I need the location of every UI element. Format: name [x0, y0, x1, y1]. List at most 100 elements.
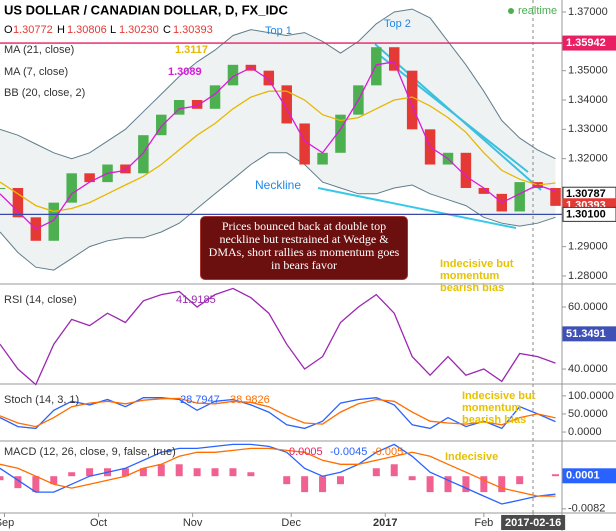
level-box: [562, 35, 616, 51]
candle: [48, 202, 60, 241]
histogram-bar: [14, 476, 22, 489]
ohlc-key: C: [163, 24, 171, 36]
ohlc-value: 1.30806: [67, 24, 107, 36]
bollinger-line: [0, 8, 556, 160]
y-tick-label: 1.28000: [568, 270, 608, 282]
candle: [12, 187, 24, 218]
y-tick-label: 1.37000: [568, 6, 608, 18]
indicator-title: MACD (12, 26, close, 9, false, true): [4, 446, 176, 458]
histogram-bar: [408, 476, 416, 481]
ohlc-value: 1.30393: [173, 24, 213, 36]
level-label: 51.3491: [566, 328, 606, 340]
histogram-bar: [211, 468, 219, 477]
y-tick-label: 0.0000: [568, 426, 602, 438]
histogram-bar: [498, 476, 506, 493]
ohlc-key: H: [57, 24, 65, 36]
x-tick-label: 2017-02-16: [505, 517, 561, 529]
annotation: Indecisive: [445, 451, 498, 463]
level-box: [562, 468, 616, 484]
candle: [227, 64, 239, 86]
level-label: 1.30100: [566, 208, 606, 220]
histogram-bar: [390, 464, 398, 477]
level-label: 1.35942: [566, 37, 606, 49]
x-tick-label: 2017: [373, 517, 397, 529]
candle: [388, 47, 400, 71]
x-tick-label: Dec: [281, 517, 301, 529]
x-tick-label: Oct: [90, 517, 107, 529]
level-box: [562, 326, 616, 342]
candle: [156, 114, 167, 136]
histogram-bar: [247, 472, 255, 477]
candle: [550, 187, 561, 206]
candle: [173, 100, 185, 115]
level-label: 0.0001: [566, 470, 600, 482]
candle: [209, 85, 221, 109]
histogram-bar: [319, 476, 327, 493]
y-tick-label: 1.34000: [568, 94, 608, 106]
x-tick-label: Sep: [0, 517, 14, 529]
candle: [335, 114, 346, 153]
x-tick-label: Feb: [474, 517, 493, 529]
histogram-bar: [121, 468, 129, 477]
y-tick-label: -0.0082: [568, 503, 605, 515]
indicator-value: 38.9826: [230, 394, 270, 406]
indicator-value: 0.0005: [289, 446, 323, 458]
histogram-bar: [480, 476, 488, 493]
candle: [66, 173, 77, 203]
bollinger-line: [0, 152, 556, 271]
legend-label: MA (7, close): [4, 66, 68, 78]
candle: [120, 164, 131, 174]
histogram-bar: [283, 476, 291, 485]
y-tick-label: 1.29000: [568, 241, 608, 253]
candle: [478, 187, 490, 194]
ohlc-value: 1.30772: [13, 24, 53, 36]
annotation: Top 1: [265, 25, 292, 37]
y-tick-label: 100.0000: [568, 390, 614, 402]
histogram-bar: [50, 476, 58, 485]
ohlc-key: L: [110, 24, 116, 36]
annotation: Indecisive but momentum bearish bias: [462, 390, 536, 426]
indicator-value: 28.7947: [180, 394, 220, 406]
indicator-title: RSI (14, close): [4, 294, 77, 306]
histogram-bar: [32, 476, 40, 493]
candle: [371, 47, 382, 86]
candle: [281, 85, 292, 124]
ohlc-value: 1.30230: [119, 24, 159, 36]
level-label: 1.30787: [566, 188, 606, 200]
x-tick-label: Nov: [183, 517, 203, 529]
histogram-bar: [157, 464, 165, 477]
legend-label: MA (21, close): [4, 44, 74, 56]
candle: [84, 173, 95, 183]
level-box: [562, 206, 616, 222]
histogram-bar: [229, 468, 237, 477]
status-dot: [508, 8, 514, 14]
histogram-bar: [301, 476, 309, 493]
histogram-bar: [426, 476, 434, 493]
neckline: [317, 187, 517, 229]
candle: [0, 187, 6, 189]
histogram-bar: [139, 468, 147, 477]
series-line: [0, 447, 556, 497]
indicator-title: Stoch (14, 3, 1): [4, 394, 79, 406]
series-line: [0, 397, 556, 428]
histogram-bar: [372, 468, 380, 477]
histogram-bar: [68, 472, 76, 477]
candle: [514, 182, 525, 212]
legend-value: 1.3117: [175, 44, 208, 56]
x-tick-box: [501, 515, 566, 530]
y-tick-label: 1.32000: [568, 153, 608, 165]
candle: [299, 123, 310, 165]
histogram-bar: [336, 476, 344, 485]
candle: [138, 135, 149, 174]
candle: [317, 152, 328, 165]
indicator-value: -0.005: [372, 446, 403, 458]
y-tick-label: 1.35000: [568, 65, 608, 77]
indicator-value: -0.0045: [330, 446, 367, 458]
histogram-bar: [516, 476, 524, 485]
histogram-bar: [462, 476, 470, 493]
annotation: Neckline: [255, 178, 301, 192]
series-line: [0, 397, 556, 430]
histogram-bar: [175, 464, 183, 477]
y-tick-label: 50.0000: [568, 408, 608, 420]
